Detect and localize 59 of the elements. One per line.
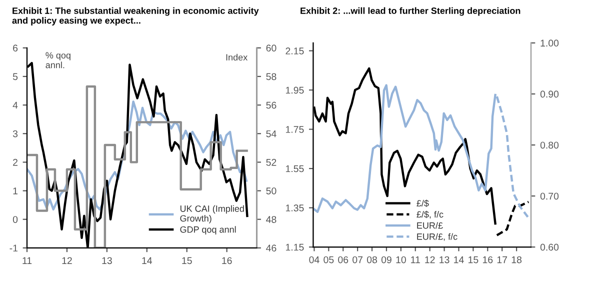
y2-tick-label: 0.90 xyxy=(540,90,559,98)
x-tick-label: 12 xyxy=(425,256,435,264)
x-tick-label: 10 xyxy=(396,256,406,264)
legend-label: EUR/£ xyxy=(417,222,443,229)
line-series xyxy=(496,200,530,236)
x-tick-label: 15 xyxy=(182,257,192,264)
y-tick-label: 3 xyxy=(12,130,18,138)
y-tick-label: 1 xyxy=(13,188,18,194)
y-tick-label: 0 xyxy=(12,216,18,223)
y2-tick-label: 0.60 xyxy=(540,244,559,251)
x-tick-label: 13 xyxy=(440,256,450,264)
y2-tick-label: 56 xyxy=(266,102,276,109)
y2-tick-label: 48 xyxy=(266,216,276,223)
y2-tick-label: 1.00 xyxy=(540,40,559,47)
x-tick-label: 18 xyxy=(512,256,522,264)
y-tick-label: 1.95 xyxy=(286,86,304,94)
y-tick-label: -1 xyxy=(10,244,18,252)
legend-label: UK CAI (Implied Growth) xyxy=(180,205,244,224)
chart-title: Exhibit 2: ...will lead to further Sterling depreciation xyxy=(300,7,520,16)
y-tick-label: 4 xyxy=(12,102,18,109)
y2-tick-label: 52 xyxy=(266,158,276,166)
y2-tick-label: 50 xyxy=(266,187,276,194)
x-tick-label: 14 xyxy=(454,256,464,264)
y2-tick-label: 46 xyxy=(266,244,276,252)
legend-label: £/$, f/c xyxy=(416,210,444,219)
y2-tick-label: 60 xyxy=(266,44,276,52)
y-tick-label: 6 xyxy=(13,44,18,52)
x-tick-label: 09 xyxy=(381,256,392,264)
y-tick-label: 2.15 xyxy=(286,48,304,54)
y2-tick-label: 54 xyxy=(266,130,276,138)
legend-label: EUR/£, f/c xyxy=(417,233,458,241)
x-tick-label: 16 xyxy=(482,256,493,264)
x-tick-label: 04 xyxy=(309,256,320,264)
x-tick-label: 17 xyxy=(497,256,508,264)
y-tick-label: 1.55 xyxy=(286,165,304,172)
chart-title: Exhibit 1: The substantial weakening in economic activity and policy easing we expect... xyxy=(12,7,259,26)
legend-label: GDP qoq annl xyxy=(180,226,236,234)
x-tick-label: 11 xyxy=(411,256,420,264)
y-tick-label: 1.15 xyxy=(286,244,304,251)
x-tick-label: 12 xyxy=(62,257,72,264)
y2-tick-label: 0.80 xyxy=(540,142,559,149)
x-tick-label: 13 xyxy=(102,257,112,264)
y-tick-label: 1.35 xyxy=(286,204,304,212)
y-axis-title: % qoq annl. xyxy=(46,52,70,68)
y2-tick-label: 0.70 xyxy=(540,192,559,200)
y-tick-label: 1.75 xyxy=(286,126,304,133)
x-tick-label: 15 xyxy=(468,256,478,264)
y-tick-label: 2 xyxy=(13,158,18,166)
y2-tick-label: 58 xyxy=(266,73,276,80)
y2-axis-title: Index xyxy=(226,54,248,61)
x-tick-label: 07 xyxy=(352,256,362,264)
x-tick-label: 16 xyxy=(222,257,232,264)
x-tick-label: 06 xyxy=(338,256,348,264)
y-tick-label: 5 xyxy=(12,73,18,80)
x-tick-label: 05 xyxy=(324,256,334,264)
legend-label: £/$ xyxy=(416,200,429,207)
x-tick-label: 11 xyxy=(22,257,32,264)
x-tick-label: 14 xyxy=(142,257,152,264)
x-tick-label: 08 xyxy=(366,256,378,264)
